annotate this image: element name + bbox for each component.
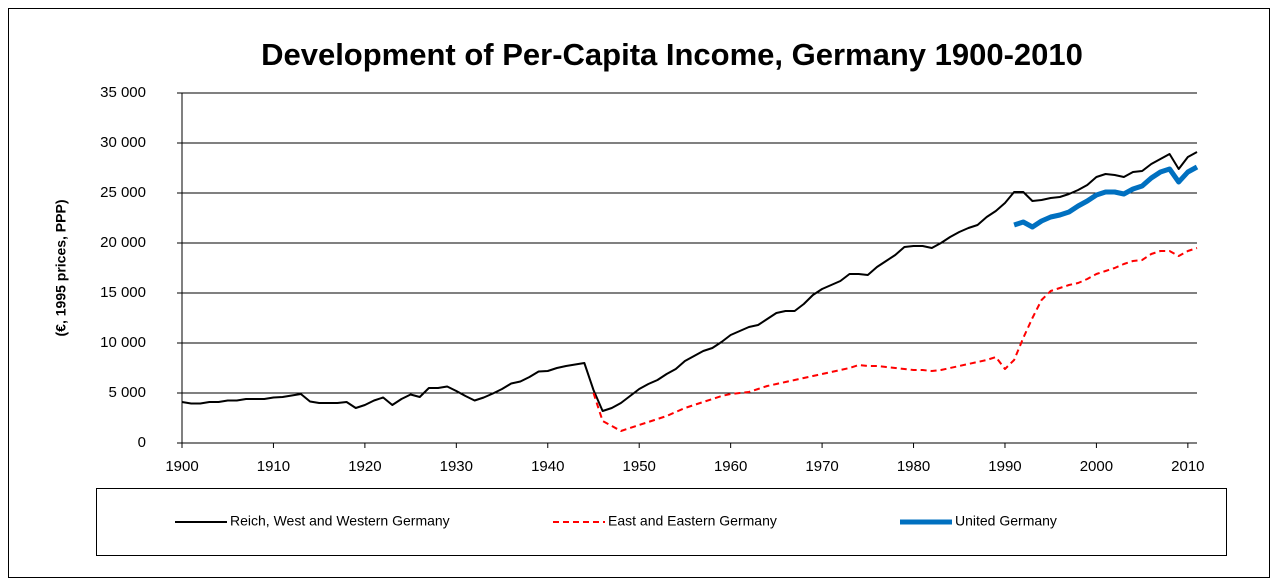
- legend-label: United Germany: [955, 513, 1057, 529]
- y-tick-label: 25 000: [100, 184, 146, 201]
- x-tick-label: 1920: [348, 458, 381, 475]
- x-tick-label: 1990: [988, 458, 1021, 475]
- y-tick-label: 10 000: [100, 334, 146, 351]
- y-tick-label: 15 000: [100, 284, 146, 301]
- x-tick-label: 2010: [1171, 458, 1204, 475]
- y-tick-label: 35 000: [100, 84, 146, 101]
- series-line: [592, 247, 1198, 432]
- y-tick-label: 5 000: [108, 384, 146, 401]
- legend-label: Reich, West and Western Germany: [230, 513, 450, 529]
- x-tick-label: 1910: [257, 458, 290, 475]
- x-tick-label: 1900: [165, 458, 198, 475]
- x-tick-label: 1940: [531, 458, 564, 475]
- legend: [96, 488, 1227, 556]
- chart-title: Development of Per-Capita Income, German…: [261, 37, 1083, 72]
- series-line: [1013, 164, 1199, 230]
- x-tick-label: 1950: [623, 458, 656, 475]
- x-tick-label: 1980: [897, 458, 930, 475]
- x-tick-label: 1930: [440, 458, 473, 475]
- y-axis-label: (€, 1995 prices, PPP): [53, 200, 69, 337]
- y-tick-label: 0: [138, 434, 146, 451]
- x-tick-label: 1970: [805, 458, 838, 475]
- series-line: [181, 151, 1198, 412]
- legend-label: East and Eastern Germany: [608, 513, 777, 529]
- x-tick-label: 1960: [714, 458, 747, 475]
- x-tick-label: 2000: [1080, 458, 1113, 475]
- y-tick-label: 30 000: [100, 134, 146, 151]
- y-tick-label: 20 000: [100, 234, 146, 251]
